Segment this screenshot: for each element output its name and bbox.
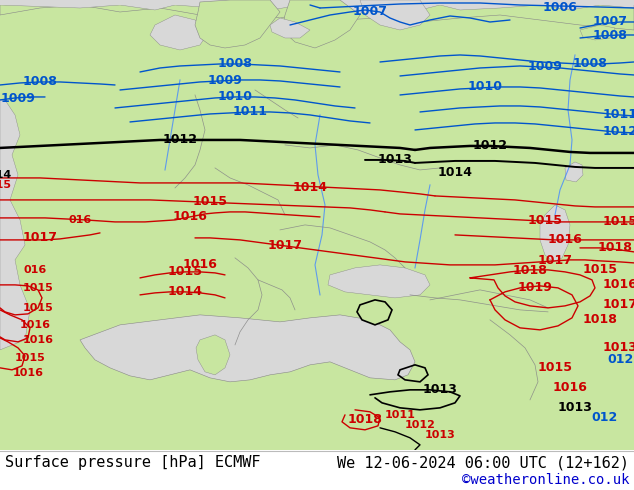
Polygon shape [282,0,360,48]
Text: 1015: 1015 [527,215,562,227]
Text: 1015: 1015 [23,283,53,293]
Text: 1012: 1012 [404,420,436,430]
Text: 1007: 1007 [353,5,387,19]
Text: 1016: 1016 [183,258,217,271]
Polygon shape [0,0,634,30]
Text: 1013: 1013 [557,401,592,415]
Text: 1013: 1013 [423,383,458,396]
Text: 1009: 1009 [527,60,562,74]
Polygon shape [0,0,634,5]
Text: 1008: 1008 [217,57,252,71]
Polygon shape [195,0,280,48]
Polygon shape [328,265,430,298]
Text: 012: 012 [592,411,618,424]
Text: 012: 012 [607,353,633,367]
Text: 1015: 1015 [538,361,573,374]
Text: 1015: 1015 [193,196,228,208]
Text: 1014: 1014 [292,181,328,195]
Polygon shape [0,100,30,350]
Text: ©weatheronline.co.uk: ©weatheronline.co.uk [462,473,629,487]
Text: 016: 016 [23,265,47,275]
Text: 1016: 1016 [172,210,207,223]
Text: 016: 016 [68,215,92,225]
Polygon shape [0,0,634,450]
Text: 1012: 1012 [162,133,198,147]
Polygon shape [540,205,570,262]
Text: 1011: 1011 [385,410,415,420]
Text: 1015: 1015 [583,264,618,276]
Text: 1008: 1008 [593,29,628,43]
Text: 1008: 1008 [23,75,58,89]
Text: 1016: 1016 [548,233,583,246]
Text: 1012: 1012 [472,140,507,152]
Text: 1017: 1017 [22,231,58,245]
Text: 1008: 1008 [573,57,607,71]
Text: 1010: 1010 [217,91,252,103]
Polygon shape [196,335,230,375]
Text: 1016: 1016 [20,320,51,330]
Text: 1015: 1015 [23,303,53,313]
Text: 1012: 1012 [602,125,634,139]
Text: We 12-06-2024 06:00 UTC (12+162): We 12-06-2024 06:00 UTC (12+162) [337,455,629,470]
Text: 1018: 1018 [512,265,547,277]
Text: 1013: 1013 [425,430,455,440]
Text: 1013: 1013 [378,153,413,167]
Text: 1017: 1017 [268,240,302,252]
Text: 1013: 1013 [602,342,634,354]
Text: 1016: 1016 [553,381,588,394]
Text: 1007: 1007 [593,16,628,28]
Text: 1018: 1018 [598,242,633,254]
Polygon shape [580,25,615,40]
Text: 014: 014 [0,170,11,180]
Text: 1011: 1011 [233,105,268,119]
Text: 1014: 1014 [167,285,202,298]
Text: 1016: 1016 [22,335,53,345]
Text: 1017: 1017 [602,298,634,311]
Text: 1014: 1014 [437,167,472,179]
Text: 015: 015 [0,180,11,190]
Polygon shape [565,162,583,182]
Text: 1009: 1009 [207,74,242,88]
Polygon shape [80,315,415,382]
Polygon shape [270,18,310,38]
Polygon shape [0,0,634,18]
Text: 1015: 1015 [602,216,634,228]
Text: 1010: 1010 [467,80,503,94]
Polygon shape [150,15,210,50]
Text: 1018: 1018 [347,414,382,426]
Polygon shape [360,0,430,30]
Text: 1006: 1006 [543,1,578,15]
Text: 1015: 1015 [167,266,202,278]
Text: 1019: 1019 [517,281,552,294]
Text: 1015: 1015 [15,353,46,363]
Text: 1016: 1016 [602,278,634,292]
Text: 1011: 1011 [602,108,634,122]
Text: Surface pressure [hPa] ECMWF: Surface pressure [hPa] ECMWF [5,455,261,470]
Text: 1016: 1016 [13,368,44,378]
Text: 1018: 1018 [583,314,618,326]
Polygon shape [357,300,392,325]
Text: 1017: 1017 [538,254,573,268]
Text: 1009: 1009 [1,93,36,105]
